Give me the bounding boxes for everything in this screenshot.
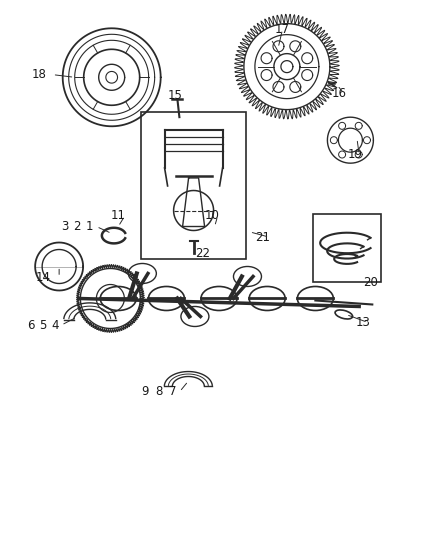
Text: 15: 15 <box>168 90 183 102</box>
Bar <box>313 214 381 282</box>
Text: 3: 3 <box>61 220 68 233</box>
Text: 7: 7 <box>169 385 177 398</box>
Text: 19: 19 <box>347 148 362 161</box>
Text: 6: 6 <box>27 319 35 332</box>
Text: 8: 8 <box>155 385 162 398</box>
Text: 10: 10 <box>205 209 220 222</box>
Text: 17: 17 <box>275 23 290 36</box>
Text: 20: 20 <box>363 276 378 289</box>
Text: 13: 13 <box>356 316 371 329</box>
Text: 16: 16 <box>332 87 347 100</box>
Text: 2: 2 <box>73 220 81 233</box>
Text: 11: 11 <box>111 209 126 222</box>
Text: 14: 14 <box>35 271 50 284</box>
Text: 18: 18 <box>32 68 47 81</box>
Text: 22: 22 <box>195 247 210 260</box>
Text: 9: 9 <box>141 385 148 398</box>
Text: 21: 21 <box>255 231 270 244</box>
Text: 1: 1 <box>86 220 94 233</box>
Text: 5: 5 <box>39 319 46 332</box>
Text: 4: 4 <box>51 319 59 332</box>
Bar <box>141 112 246 259</box>
